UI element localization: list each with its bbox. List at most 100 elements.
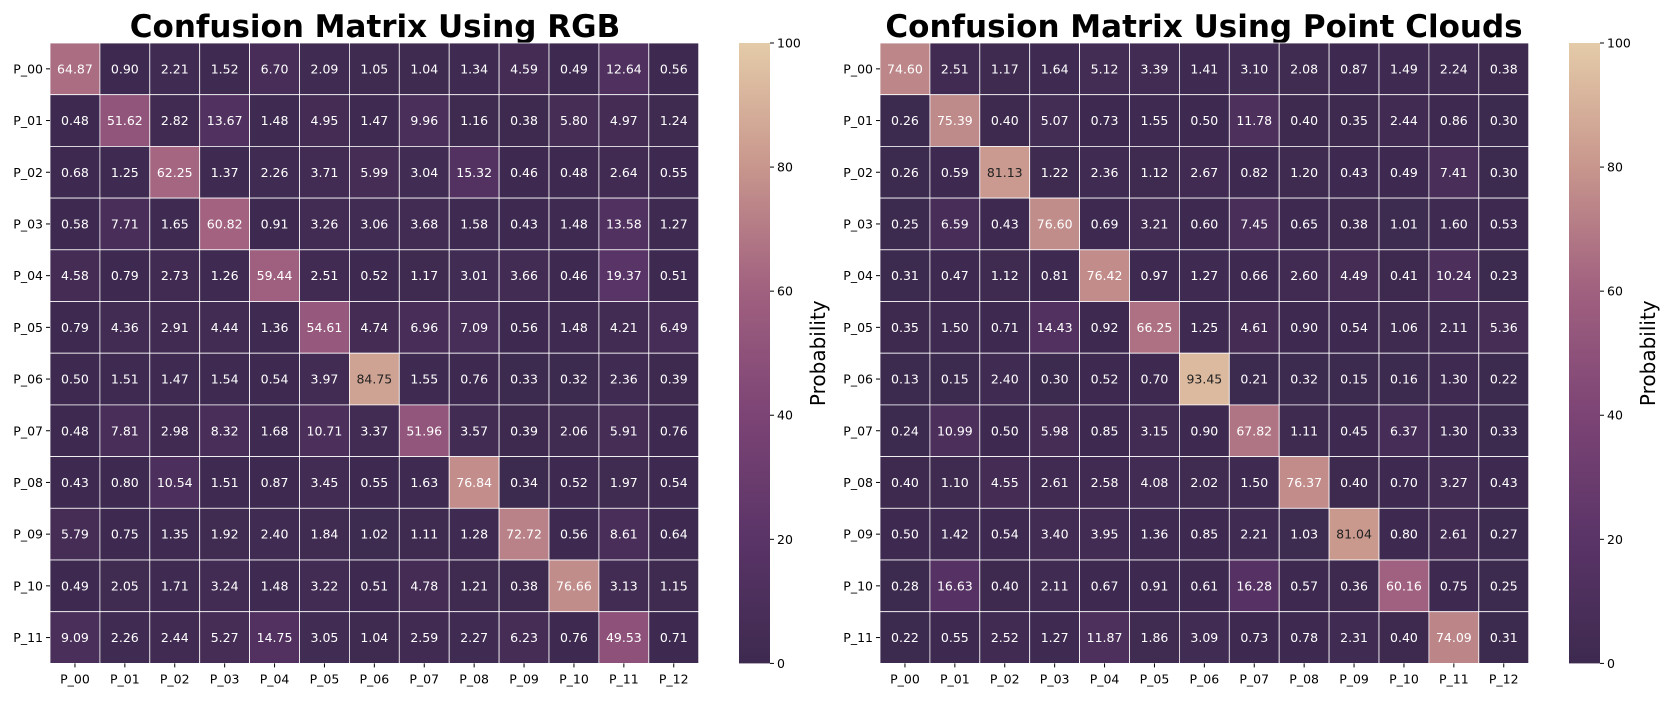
heatmap-cell [49,456,101,509]
cell-value-label: 1.04 [410,61,438,76]
cell-value-label: 1.30 [1440,372,1468,387]
cell-value-label: 2.73 [161,268,189,283]
cell-value-label: 3.21 [1141,216,1169,231]
heatmap-cell [548,145,600,199]
heatmap-cell [448,94,500,147]
cell-value-label: 0.51 [360,578,388,593]
cell-value-label: 4.58 [61,268,89,283]
cell-value-label: 0.40 [991,578,1019,593]
cell-value-label: 3.05 [311,630,339,645]
cell-value-label: 10.99 [937,423,973,438]
cell-value-label: 10.54 [157,475,193,490]
cell-value-label: 1.65 [161,216,189,231]
cell-value-label: 1.17 [991,61,1019,76]
cell-value-label: 2.06 [560,423,588,438]
cell-value-label: 1.92 [211,527,239,542]
cell-value-label: 3.37 [360,423,388,438]
heatmap-cell [249,145,300,199]
cell-value-label: 0.46 [560,268,588,283]
colorbar-tick-label: 20 [1607,532,1623,547]
heatmap-cell [1079,42,1130,96]
cell-value-label: 2.11 [1041,578,1069,593]
heatmap-cell [879,249,931,302]
cell-value-label: 2.61 [1440,527,1468,542]
heatmap-cell [979,507,1031,561]
cell-value-label: 2.64 [610,165,638,180]
cell-value-label: 1.12 [991,268,1019,283]
cell-value-label: 0.67 [1091,578,1119,593]
cell-value-label: 0.68 [61,165,89,180]
cell-value-label: 0.21 [1240,372,1268,387]
y-tick-label: P_05 [13,320,43,335]
heatmap-cell [1478,94,1530,147]
heatmap-cell [249,559,300,613]
heatmap-cell [1328,42,1380,96]
heatmap-cell [1478,42,1530,96]
heatmap-cell [1428,42,1480,96]
cell-value-label: 0.75 [111,527,139,542]
x-tick-label: P_04 [1090,671,1120,686]
cell-value-label: 2.52 [991,630,1019,645]
heatmap-cell [648,145,700,199]
cell-value-label: 76.37 [1286,475,1322,490]
heatmap-cell [1478,456,1530,509]
cell-value-label: 1.42 [941,527,969,542]
x-tick-label: P_11 [609,671,639,686]
cell-value-label: 84.75 [356,372,392,387]
cell-value-label: 76.42 [1087,268,1123,283]
heatmap-cell [1428,559,1480,613]
x-tick-label: P_11 [1439,671,1469,686]
cell-value-label: 0.54 [1340,320,1368,335]
cell-value-label: 0.38 [510,578,538,593]
cell-value-label: 0.23 [1490,268,1518,283]
heatmap-cell [199,301,250,354]
heatmap-cell [398,611,450,664]
cell-value-label: 0.39 [510,423,538,438]
heatmap-cell [648,94,700,147]
cell-value-label: 0.38 [510,113,538,128]
cell-value-label: 1.17 [410,268,438,283]
heatmap-cell [879,94,931,147]
cell-value-label: 2.59 [410,630,438,645]
heatmap-cell [1228,301,1280,354]
cell-value-label: 1.36 [261,320,289,335]
cell-value-label: 0.78 [1290,630,1318,645]
cell-value-label: 1.12 [1141,165,1169,180]
heatmap-cell [249,94,300,147]
x-tick-label: P_05 [1140,671,1170,686]
heatmap-cell [1228,249,1280,302]
cell-value-label: 8.61 [610,527,638,542]
heatmap-cell [979,94,1031,147]
cell-value-label: 0.76 [660,423,688,438]
heatmap-cell [199,94,250,147]
cell-value-label: 1.03 [1290,527,1318,542]
cell-value-label: 2.61 [1041,475,1069,490]
cell-value-label: 2.24 [1440,61,1468,76]
cell-value-label: 2.91 [161,320,189,335]
heatmap-cell [149,145,201,199]
y-tick-label: P_11 [13,630,43,645]
cell-value-label: 5.91 [610,423,638,438]
cell-value-label: 1.27 [1190,268,1218,283]
cell-value-label: 0.85 [1091,423,1119,438]
cell-value-label: 0.35 [1340,113,1368,128]
heatmap-cell [1278,559,1330,613]
heatmap-cell [1228,611,1280,664]
cell-value-label: 59.44 [257,268,293,283]
heatmap-cell [99,507,151,561]
cell-value-label: 0.31 [891,268,919,283]
heatmap-cell [149,352,201,406]
cell-value-label: 5.36 [1490,320,1518,335]
cell-value-label: 76.60 [1037,216,1073,231]
heatmap-cell [1328,611,1380,664]
y-tick-label: P_04 [843,268,873,283]
heatmap-cell [1228,456,1280,509]
heatmap-cell [1129,145,1180,199]
cell-value-label: 2.44 [161,630,189,645]
cell-value-label: 5.12 [1091,61,1119,76]
cell-value-label: 5.27 [211,630,239,645]
heatmap-cell [1179,301,1230,354]
heatmap-cell [398,197,450,251]
heatmap-cell [648,559,700,613]
cell-value-label: 3.39 [1141,61,1169,76]
